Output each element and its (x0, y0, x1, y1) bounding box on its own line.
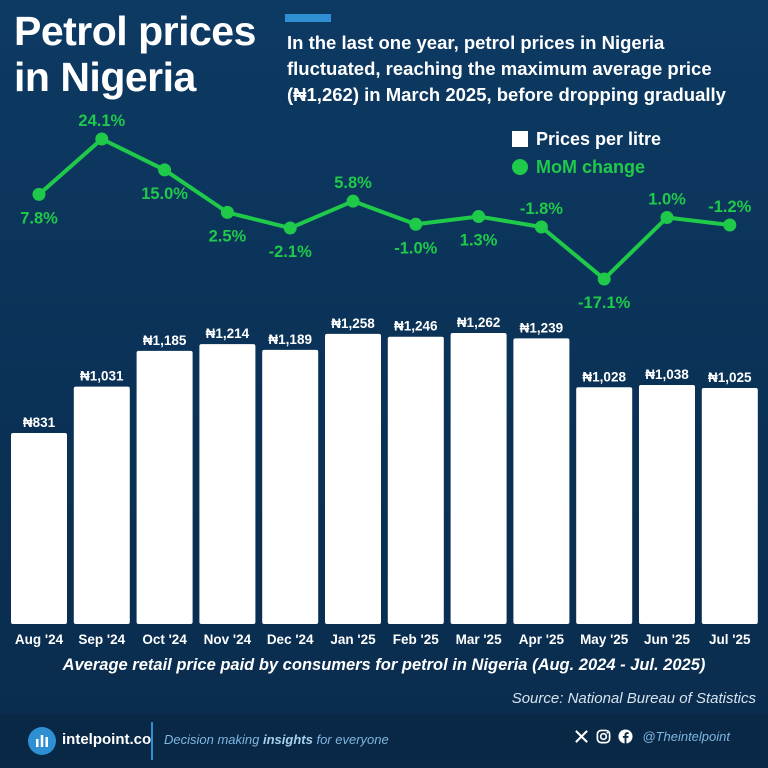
facebook-icon[interactable] (618, 729, 633, 744)
bar-value-label: ₦1,258 (331, 316, 375, 331)
mom-value-label: 15.0% (141, 185, 188, 203)
mom-change-line (37, 137, 731, 281)
x-tick-label: Feb '25 (393, 632, 439, 647)
x-tick-label: Aug '24 (15, 632, 64, 647)
x-tick-label: Mar '25 (456, 632, 502, 647)
price-bar (701, 387, 758, 624)
bar-value-label: ₦831 (23, 415, 56, 430)
legend-item-prices: Prices per litre (512, 125, 661, 153)
bar-value-label: ₦1,025 (708, 370, 752, 385)
mom-point (660, 210, 674, 224)
mom-point (723, 218, 737, 232)
price-bar (576, 387, 633, 624)
mom-point (32, 187, 46, 201)
social-links: @Theintelpoint (574, 729, 730, 744)
footer: intelpoint.co Decision making insights f… (0, 714, 768, 768)
bar-value-label: ₦1,038 (645, 367, 689, 382)
price-bar (73, 386, 130, 624)
bar-value-label: ₦1,031 (80, 369, 124, 384)
page-title: Petrol prices in Nigeria (14, 8, 274, 100)
price-bar (199, 344, 256, 624)
price-bar (450, 333, 507, 624)
mom-value-label: 5.8% (334, 174, 372, 192)
mom-point (409, 217, 423, 231)
price-bar (387, 336, 444, 624)
price-bar (325, 333, 381, 624)
legend-label-prices: Prices per litre (536, 128, 662, 149)
price-bar (262, 349, 319, 624)
mom-point (534, 220, 548, 234)
x-icon[interactable] (574, 729, 589, 744)
x-tick-label: May '25 (580, 632, 629, 647)
mom-value-label: 1.0% (648, 190, 686, 208)
mom-value-label: 24.1% (78, 112, 125, 130)
tagline: Decision making insights for everyone (164, 732, 389, 747)
subtitle: In the last one year, petrol prices in N… (287, 32, 726, 105)
accent-bar (285, 14, 331, 22)
mom-value-label: 1.3% (460, 231, 498, 249)
mom-value-label: -17.1% (578, 294, 631, 312)
price-bar (136, 350, 193, 624)
bar-value-label: ₦1,246 (394, 319, 438, 334)
legend-swatch-prices (512, 131, 528, 147)
x-tick-label: Apr '25 (519, 632, 565, 647)
x-tick-label: Nov '24 (204, 632, 252, 647)
bar-value-label: ₦1,239 (520, 320, 564, 335)
mom-value-label: -2.1% (269, 243, 312, 261)
price-bar (513, 338, 570, 624)
x-tick-label: Jun '25 (644, 632, 690, 647)
instagram-icon[interactable] (596, 729, 611, 744)
legend: Prices per litre MoM change (512, 125, 661, 181)
mom-point (283, 221, 297, 235)
x-tick-label: Jul '25 (709, 632, 751, 647)
mom-value-label: -1.2% (708, 198, 751, 216)
legend-label-mom: MoM change (536, 156, 646, 177)
social-handle[interactable]: @Theintelpoint (642, 729, 730, 744)
source-note: Source: National Bureau of Statistics (511, 690, 756, 707)
bar-value-label: ₦1,189 (268, 332, 312, 347)
tagline-pre: Decision making (164, 732, 263, 747)
footer-divider (151, 722, 153, 760)
tagline-post: for everyone (312, 732, 389, 747)
bar-value-label: ₦1,262 (457, 315, 501, 330)
brand-name[interactable]: intelpoint.co (62, 731, 152, 748)
mom-value-label: 2.5% (209, 227, 247, 245)
mom-point (158, 163, 172, 177)
mom-point (597, 272, 611, 286)
logo-icon[interactable] (28, 727, 56, 755)
mom-value-label: -1.8% (520, 200, 563, 218)
price-bar (11, 433, 67, 624)
x-tick-label: Jan '25 (330, 632, 376, 647)
chart-caption: Average retail price paid by consumers f… (62, 656, 706, 674)
x-tick-label: Dec '24 (267, 632, 314, 647)
chart-canvas: ₦831 Aug '24 ₦1,031 Sep '24 ₦1,185 Oct '24 ₦1,… (11, 112, 758, 647)
legend-swatch-mom (512, 159, 528, 175)
mom-point (472, 209, 486, 223)
mom-value-label: -1.0% (394, 239, 437, 257)
bar-value-label: ₦1,185 (143, 333, 187, 348)
mom-point (95, 132, 109, 146)
bar-value-label: ₦1,028 (582, 369, 626, 384)
mom-value-label: 7.8% (20, 209, 58, 227)
mom-point (346, 194, 360, 208)
mom-point (220, 205, 234, 219)
x-tick-label: Sep '24 (78, 632, 125, 647)
bar-value-label: ₦1,214 (206, 326, 250, 341)
x-tick-label: Oct '24 (142, 632, 187, 647)
title-line-2: in Nigeria (14, 54, 196, 100)
legend-item-mom: MoM change (512, 153, 661, 181)
tagline-bold: insights (263, 732, 313, 747)
title-line-1: Petrol prices (14, 8, 256, 54)
price-bar (639, 384, 695, 624)
